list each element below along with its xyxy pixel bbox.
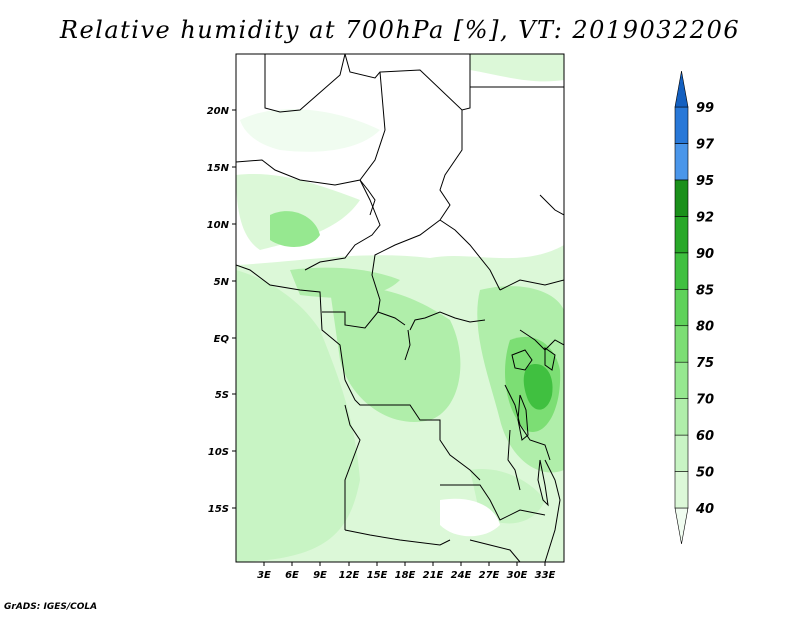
lake-outline [517,394,529,441]
colorbar-label: 70 [696,393,714,408]
colorbar-label: 99 [696,101,714,116]
river-line [409,311,486,331]
lon-label: 27E [479,570,500,581]
lon-label: 6E [285,570,299,581]
colorbar-label: 95 [696,174,714,189]
river-line [359,179,376,216]
lon-label: 15E [367,570,388,581]
colorbar-label: 80 [696,320,714,335]
colorbar-bin [674,398,689,436]
credit-label: GrADS: IGES/COLA [4,602,98,612]
lon-label: 12E [339,570,360,581]
lake-outline [511,349,533,371]
lat-label: 15N [207,163,230,174]
lat-labels: 20N 15N 10N 5N EQ 5S 10S 15S [207,106,230,515]
lat-label: 10N [207,220,230,231]
humidity-field [236,54,564,562]
colorbar-bin [674,288,689,327]
colorbar-label: 92 [696,210,714,225]
humidity-region-core [523,364,553,410]
chart-title: Relative humidity at 700hPa [%], VT: 201… [59,16,741,44]
humidity-region-north-band [236,174,360,250]
colorbar: 40 50 60 70 75 80 85 90 92 95 97 99 [674,70,715,545]
humidity-region-west-coast [236,270,360,562]
border-line [344,404,361,530]
lat-label: 15S [208,504,229,515]
lon-labels: 3E 6E 9E 12E 15E 18E 21E 24E 27E 30E 33E [257,570,555,581]
map-frame [235,53,565,563]
border-line [507,429,521,491]
humidity-region-dry-south [440,498,500,537]
colorbar-bin [674,471,689,509]
colorbar-bin [674,106,689,144]
lon-label: 24E [451,570,472,581]
lon-ticks [263,562,546,566]
border-line [344,379,481,481]
river-line [404,329,411,361]
border-line [236,264,346,381]
lat-ticks [232,109,236,509]
border-line [322,311,406,329]
border-line [439,219,501,291]
colorbar-bin [674,252,689,290]
lake-outline [537,459,549,507]
country-borders [236,54,564,562]
lon-label: 21E [423,570,444,581]
border-line [371,219,441,313]
border-line [499,279,564,291]
border-line [344,529,451,546]
border-line [264,54,346,113]
lon-label: 18E [395,570,416,581]
lat-label: 5S [215,390,229,401]
colorbar-label: 97 [696,137,715,152]
lon-label: 9E [313,570,327,581]
border-line [504,384,551,461]
colorbar-bin [674,507,689,545]
colorbar-label: 60 [696,429,714,444]
lat-label: 20N [207,106,230,117]
colorbar-label: 90 [696,247,714,262]
colorbar-label: 50 [696,466,714,481]
humidity-region-central [330,287,461,422]
colorbar-label: 75 [696,356,714,371]
border-line [440,484,546,521]
colorbar-bin [674,361,689,399]
border-line [344,54,471,111]
colorbar-bin [674,179,689,217]
lon-label: 30E [507,570,528,581]
colorbar-label: 85 [696,283,714,298]
lat-label: 5N [214,277,230,288]
lon-label: 33E [535,570,556,581]
colorbar-bin [674,434,689,472]
lat-label: EQ [214,334,230,345]
border-line [539,194,564,216]
border-line [439,110,463,221]
humidity-region-northeast [470,54,564,82]
border-line [236,71,386,186]
colorbar-label: 40 [695,502,714,517]
colorbar-bin [674,216,689,254]
colorbar-bin [674,143,689,181]
humidity-region-sahel [240,109,380,152]
border-line [544,459,561,562]
colorbar-bin [674,325,689,363]
lake-outline [544,347,556,371]
colorbar-bin [674,70,689,108]
humidity-region-nigeria [270,211,320,247]
lon-label: 3E [257,570,271,581]
lat-label: 10S [208,447,229,458]
border-line [469,539,521,562]
border-line [304,179,381,271]
